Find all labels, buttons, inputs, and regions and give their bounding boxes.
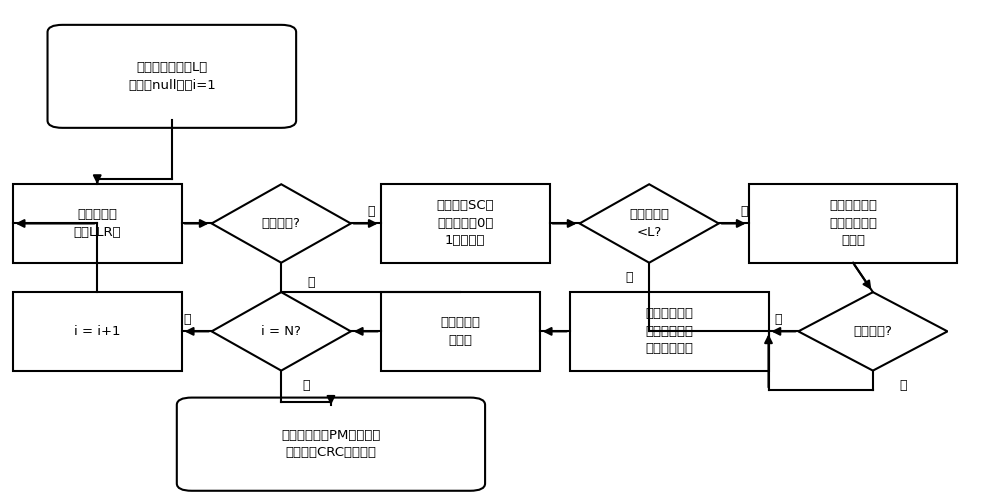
FancyBboxPatch shape — [13, 184, 182, 263]
Text: i = i+1: i = i+1 — [74, 325, 120, 338]
FancyBboxPatch shape — [48, 25, 296, 128]
FancyBboxPatch shape — [570, 292, 769, 371]
Text: 更新当前生
存路径: 更新当前生 存路径 — [440, 316, 480, 347]
Polygon shape — [212, 292, 351, 371]
FancyBboxPatch shape — [749, 184, 957, 263]
Text: i = N?: i = N? — [261, 325, 301, 338]
Text: 信息比特?: 信息比特? — [262, 217, 301, 230]
Text: 否: 否 — [307, 276, 315, 289]
Text: 是: 是 — [302, 379, 310, 392]
Text: 是: 是 — [367, 205, 374, 218]
Text: 初始化列表长度L，
集合为null，令i=1: 初始化列表长度L， 集合为null，令i=1 — [128, 61, 216, 92]
Text: 是: 是 — [626, 271, 633, 284]
FancyBboxPatch shape — [177, 398, 485, 491]
Text: 当前路径数
<L?: 当前路径数 <L? — [629, 208, 669, 239]
Text: 剪枝成功?: 剪枝成功? — [853, 325, 892, 338]
Text: 否: 否 — [183, 312, 190, 325]
Text: 自适应排序判
决：排序比较
减少时间步数: 自适应排序判 决：排序比较 减少时间步数 — [645, 308, 693, 355]
Polygon shape — [212, 184, 351, 263]
Polygon shape — [580, 184, 719, 263]
FancyBboxPatch shape — [13, 292, 182, 371]
FancyBboxPatch shape — [381, 184, 550, 263]
Polygon shape — [798, 292, 948, 371]
Text: 选择当前最大PM值对应路
径，进行CRC校验输出: 选择当前最大PM值对应路 径，进行CRC校验输出 — [281, 429, 381, 459]
Text: 否: 否 — [740, 205, 747, 218]
Text: 激活下一SC译
码器，保留0和
1两条路径: 激活下一SC译 码器，保留0和 1两条路径 — [436, 199, 494, 248]
Text: 剪枝操作：删
除小于门限值
的路径: 剪枝操作：删 除小于门限值 的路径 — [829, 199, 877, 248]
Text: 是: 是 — [775, 312, 782, 325]
Text: 计算当前比
特的LLR值: 计算当前比 特的LLR值 — [73, 208, 121, 239]
Text: 否: 否 — [899, 379, 907, 392]
FancyBboxPatch shape — [381, 292, 540, 371]
